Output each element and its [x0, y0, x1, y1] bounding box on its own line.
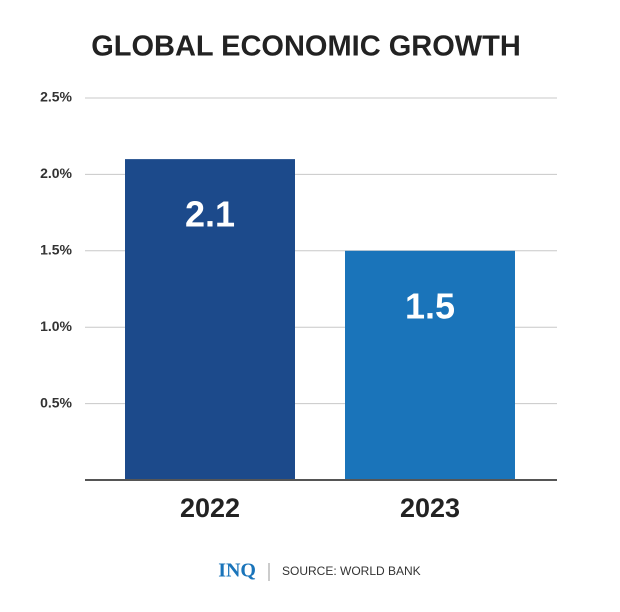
bar	[125, 159, 295, 480]
x-tick-label: 2023	[400, 493, 460, 523]
y-tick-label: 2.0%	[40, 165, 72, 181]
y-tick-label: 1.5%	[40, 242, 72, 258]
data-label: 1.5	[405, 285, 455, 326]
data-label: 2.1	[185, 194, 235, 235]
source: SOURCE: WORLD BANK	[282, 564, 421, 578]
y-tick-label: 1.0%	[40, 318, 72, 334]
logo: INQ	[218, 560, 256, 582]
y-tick-label: 2.5%	[40, 89, 72, 105]
y-tick-label: 0.5%	[40, 394, 72, 410]
x-tick-label: 2022	[180, 493, 240, 523]
chart-title: GLOBAL ECONOMIC GROWTH	[91, 31, 521, 63]
bar	[345, 250, 515, 480]
